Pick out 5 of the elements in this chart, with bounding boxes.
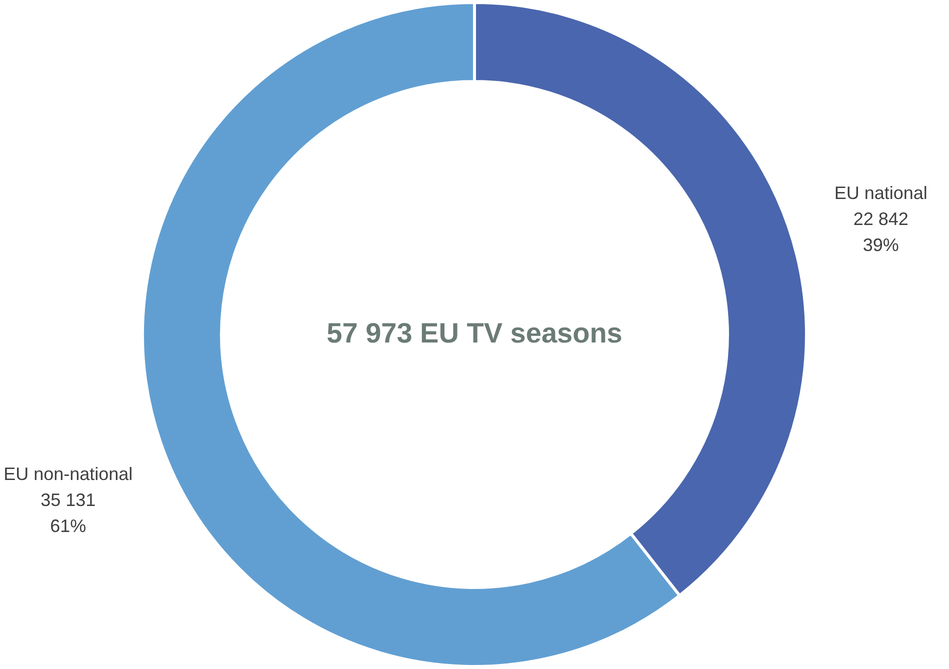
- text: 57 973 EU TV seasons: [326, 318, 622, 348]
- slice-label: EU national: [834, 182, 928, 203]
- data-label: 22 842 39%: [853, 208, 908, 255]
- slice-label: EU non-national: [4, 464, 133, 484]
- data-label: 35 131 61%: [40, 490, 96, 536]
